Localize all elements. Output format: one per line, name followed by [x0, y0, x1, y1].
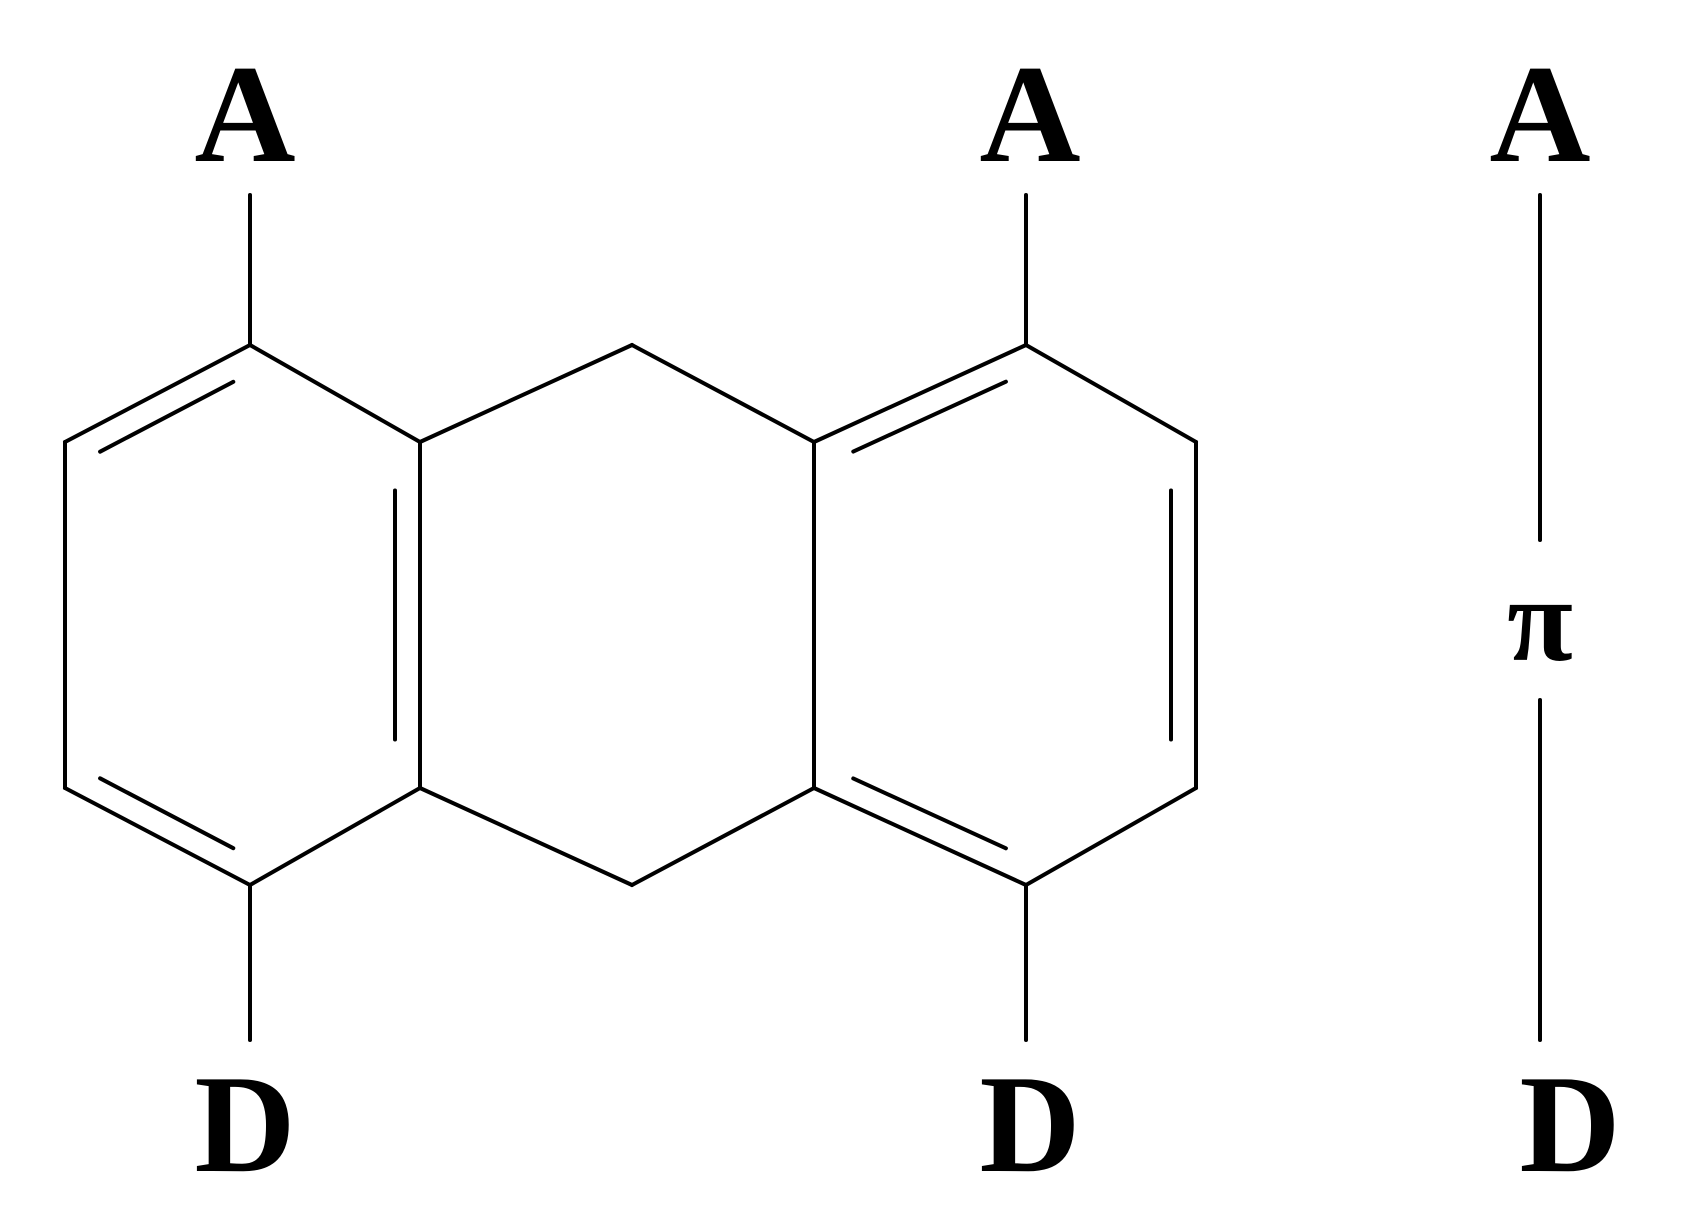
label-a-mid: A [979, 45, 1080, 185]
diagram-stage: A A A D D D π [0, 0, 1700, 1213]
label-a-right: A [1489, 45, 1590, 185]
label-d-right: D [1519, 1055, 1620, 1195]
label-d-mid: D [979, 1055, 1080, 1195]
label-a-left: A [194, 45, 295, 185]
label-pi: π [1507, 560, 1573, 680]
label-d-left: D [194, 1055, 295, 1195]
